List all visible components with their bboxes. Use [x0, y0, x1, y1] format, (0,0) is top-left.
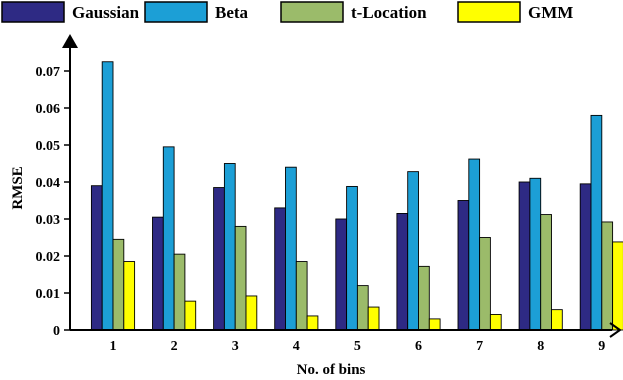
- y-tick-label: 0.01: [36, 287, 61, 302]
- bar-gmm-5: [367, 306, 380, 331]
- legend-swatch-t-location: [280, 1, 344, 23]
- x-tick-label: 7: [476, 339, 483, 354]
- y-axis-arrow: [62, 34, 78, 48]
- bar-t-location-4: [295, 261, 308, 331]
- bar-t-location-6: [418, 265, 430, 331]
- bar-gaussian-1: [90, 185, 103, 331]
- bar-gaussian-5: [335, 218, 348, 331]
- y-tick-label: 0.02: [36, 250, 61, 265]
- y-ticks: 0 0.01 0.02 0.03 0.04 0.05 0.06 0.07: [36, 65, 70, 339]
- legend: Gaussian Beta t-Location GMM: [1, 1, 573, 23]
- axes: [62, 34, 622, 338]
- bar-t-location-1: [112, 238, 125, 331]
- bar-beta-5: [346, 185, 358, 331]
- bar-gmm-2: [184, 300, 197, 331]
- bar-beta-1: [101, 61, 114, 331]
- bar-gmm-3: [245, 295, 258, 331]
- x-tick-label: 6: [415, 339, 422, 354]
- bar-gmm-6: [428, 318, 441, 331]
- bar-t-location-5: [356, 285, 369, 331]
- y-tick-label: 0.04: [36, 176, 61, 191]
- bar-beta-6: [407, 171, 419, 331]
- x-tick-label: 8: [537, 339, 544, 354]
- x-ticks: 1 2 3 4 5 6 7 8 9: [110, 339, 606, 354]
- bar-gaussian-3: [213, 187, 225, 331]
- legend-swatch-gaussian: [1, 1, 65, 23]
- bar-gaussian-6: [396, 212, 409, 331]
- bar-gmm-9: [612, 241, 623, 331]
- bar-gmm-4: [306, 315, 319, 331]
- bar-beta-2: [162, 146, 175, 331]
- bar-gaussian-7: [457, 200, 470, 331]
- x-tick-label: 5: [354, 339, 361, 354]
- bar-gaussian-8: [518, 181, 531, 331]
- bar-gmm-7: [489, 314, 502, 331]
- x-axis-arrow: [609, 322, 622, 338]
- bar-t-location-3: [234, 225, 247, 331]
- bar-t-location-2: [173, 253, 186, 331]
- legend-swatch-gmm: [457, 1, 521, 23]
- bar-gaussian-9: [579, 183, 592, 331]
- x-tick-label: 3: [232, 339, 239, 354]
- bars: [90, 61, 623, 331]
- x-tick-label: 2: [171, 339, 178, 354]
- legend-label-gaussian: Gaussian: [72, 3, 140, 22]
- bar-gaussian-4: [274, 207, 286, 331]
- bar-t-location-8: [540, 214, 552, 331]
- bar-gmm-1: [123, 261, 136, 331]
- y-tick-label: 0.07: [36, 65, 61, 80]
- y-tick-label: 0: [53, 324, 60, 339]
- legend-swatch-beta: [144, 1, 208, 23]
- legend-label-beta: Beta: [215, 3, 249, 22]
- y-tick-label: 0.03: [36, 213, 61, 228]
- x-axis-label: No. of bins: [297, 362, 366, 378]
- bar-t-location-7: [479, 237, 491, 331]
- y-axis-label: RMSE: [10, 166, 26, 209]
- bar-beta-7: [468, 158, 481, 331]
- bar-beta-8: [529, 177, 542, 331]
- x-tick-label: 1: [110, 339, 117, 354]
- bar-beta-3: [223, 163, 236, 331]
- bar-gaussian-2: [152, 216, 164, 331]
- y-tick-label: 0.06: [36, 102, 61, 117]
- x-tick-label: 9: [598, 339, 605, 354]
- legend-label-t-location: t-Location: [351, 3, 427, 22]
- y-tick-label: 0.05: [36, 139, 61, 154]
- x-tick-label: 4: [293, 339, 300, 354]
- bar-t-location-9: [601, 221, 614, 331]
- bar-gmm-8: [551, 309, 563, 331]
- legend-label-gmm: GMM: [528, 3, 573, 22]
- bar-beta-4: [285, 166, 297, 331]
- bar-beta-9: [590, 114, 603, 331]
